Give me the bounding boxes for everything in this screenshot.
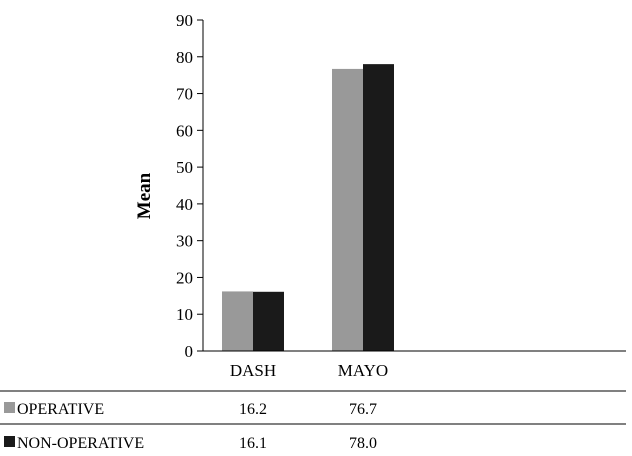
y-axis: 0 10 20 30 40 50 60 70 80 90 [176,11,204,361]
y-tick-label: 80 [176,48,193,67]
y-tick-label: 0 [185,342,194,361]
bar-non-operative-dash [253,291,284,351]
table-value: 16.1 [239,435,267,452]
data-table: OPERATIVE 16.2 76.7 NON-OPERATIVE 16.1 78.0 [0,390,626,452]
y-tick-label: 40 [176,195,193,214]
y-tick-label: 20 [176,268,193,287]
y-axis-title: Mean [134,172,155,219]
bar-operative-mayo [332,68,363,352]
legend-label: NON-OPERATIVE [17,435,144,452]
x-axis: DASH MAYO [203,350,626,380]
y-tick-label: 10 [176,305,193,324]
y-tick-label: 90 [176,11,193,30]
bars-group [222,64,394,352]
legend-swatch [4,402,15,413]
y-tick-label: 70 [176,85,193,104]
table-value: 78.0 [349,435,377,452]
x-category-label: DASH [230,361,276,380]
table-value: 76.7 [349,401,377,418]
table-value: 16.2 [239,401,267,418]
legend-swatch [4,436,15,447]
y-tick-label: 30 [176,232,193,251]
y-tick-label: 60 [176,121,193,140]
bar-non-operative-mayo [363,64,394,351]
x-category-label: MAYO [338,361,388,380]
bar-operative-dash [222,291,253,351]
legend-label: OPERATIVE [17,401,104,418]
y-tick-label: 50 [176,158,193,177]
